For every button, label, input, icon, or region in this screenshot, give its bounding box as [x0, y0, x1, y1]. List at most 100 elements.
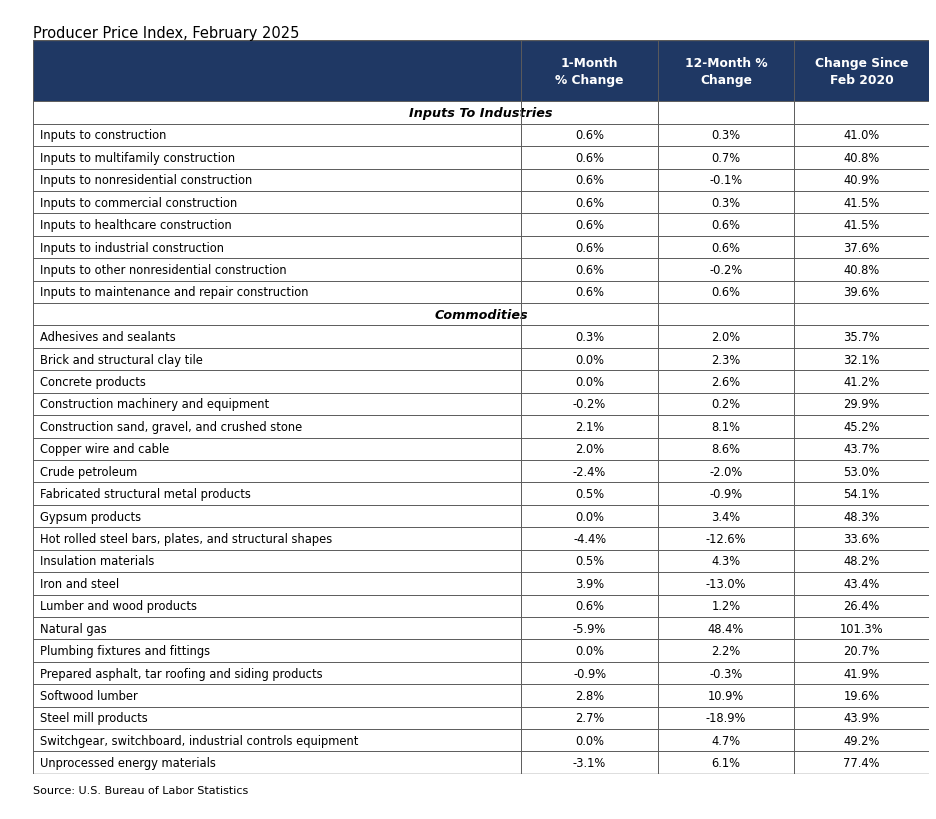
- Text: Switchgear, switchboard, industrial controls equipment: Switchgear, switchboard, industrial cont…: [40, 734, 358, 747]
- Text: 45.2%: 45.2%: [843, 420, 880, 433]
- Text: -0.9%: -0.9%: [573, 667, 607, 680]
- Text: 41.0%: 41.0%: [843, 129, 880, 143]
- Text: 1.2%: 1.2%: [711, 600, 740, 613]
- Text: 6.1%: 6.1%: [711, 756, 740, 769]
- Text: Brick and structural clay tile: Brick and structural clay tile: [40, 353, 203, 366]
- Text: -5.9%: -5.9%: [573, 622, 607, 635]
- Bar: [33, 595, 929, 618]
- Text: Inputs To Industries: Inputs To Industries: [409, 106, 553, 120]
- Text: Source: U.S. Bureau of Labor Statistics: Source: U.S. Bureau of Labor Statistics: [33, 785, 248, 794]
- Text: 54.1%: 54.1%: [843, 487, 880, 500]
- Text: 0.6%: 0.6%: [575, 242, 604, 254]
- Text: 101.3%: 101.3%: [840, 622, 884, 635]
- Text: 37.6%: 37.6%: [843, 242, 880, 254]
- Text: -3.1%: -3.1%: [573, 756, 607, 769]
- Bar: [33, 618, 929, 640]
- Text: Insulation materials: Insulation materials: [40, 554, 154, 568]
- Text: 29.9%: 29.9%: [843, 398, 880, 411]
- Text: -2.4%: -2.4%: [573, 465, 607, 478]
- Bar: [33, 752, 929, 774]
- Text: Inputs to construction: Inputs to construction: [40, 129, 167, 143]
- Text: Unprocessed energy materials: Unprocessed energy materials: [40, 756, 216, 769]
- Bar: [33, 460, 929, 483]
- Text: 0.3%: 0.3%: [711, 129, 740, 143]
- Text: Construction sand, gravel, and crushed stone: Construction sand, gravel, and crushed s…: [40, 420, 302, 433]
- Text: 32.1%: 32.1%: [843, 353, 880, 366]
- Text: Inputs to healthcare construction: Inputs to healthcare construction: [40, 219, 232, 232]
- Bar: [33, 438, 929, 460]
- Bar: [33, 527, 929, 550]
- Bar: [33, 416, 929, 438]
- Text: 43.7%: 43.7%: [843, 443, 880, 455]
- Text: 48.4%: 48.4%: [708, 622, 744, 635]
- Bar: [33, 483, 929, 505]
- Text: -0.2%: -0.2%: [573, 398, 607, 411]
- Text: 2.0%: 2.0%: [575, 443, 604, 455]
- Text: 0.6%: 0.6%: [575, 129, 604, 143]
- Bar: [33, 393, 929, 416]
- Text: Inputs to industrial construction: Inputs to industrial construction: [40, 242, 224, 254]
- Bar: [33, 348, 929, 371]
- Text: -0.1%: -0.1%: [709, 174, 742, 187]
- Text: 33.6%: 33.6%: [843, 532, 880, 545]
- Text: Inputs to nonresidential construction: Inputs to nonresidential construction: [40, 174, 252, 187]
- Text: 77.4%: 77.4%: [843, 756, 880, 769]
- Text: -18.9%: -18.9%: [706, 712, 746, 725]
- Text: 0.0%: 0.0%: [575, 645, 604, 658]
- Text: 0.6%: 0.6%: [575, 600, 604, 613]
- Text: 19.6%: 19.6%: [843, 689, 880, 702]
- Bar: [33, 41, 929, 102]
- Text: Commodities: Commodities: [434, 309, 528, 321]
- Text: 26.4%: 26.4%: [843, 600, 880, 613]
- Text: Prepared asphalt, tar roofing and siding products: Prepared asphalt, tar roofing and siding…: [40, 667, 323, 680]
- Text: 0.6%: 0.6%: [575, 219, 604, 232]
- Text: Change Since
Feb 2020: Change Since Feb 2020: [815, 57, 909, 87]
- Text: Softwood lumber: Softwood lumber: [40, 689, 138, 702]
- Text: -2.0%: -2.0%: [709, 465, 742, 478]
- Text: 2.7%: 2.7%: [575, 712, 605, 725]
- Bar: [33, 170, 929, 192]
- Bar: [33, 192, 929, 214]
- Text: 0.5%: 0.5%: [575, 487, 604, 500]
- Text: 41.9%: 41.9%: [843, 667, 880, 680]
- Text: 0.0%: 0.0%: [575, 376, 604, 388]
- Text: 41.5%: 41.5%: [843, 197, 880, 210]
- Text: 0.6%: 0.6%: [711, 286, 740, 299]
- Bar: [33, 124, 929, 147]
- Bar: [33, 326, 929, 348]
- Text: 0.6%: 0.6%: [575, 152, 604, 165]
- Text: Steel mill products: Steel mill products: [40, 712, 148, 725]
- Bar: [33, 304, 929, 326]
- Bar: [33, 281, 929, 304]
- Text: Inputs to other nonresidential construction: Inputs to other nonresidential construct…: [40, 264, 286, 277]
- Bar: [33, 505, 929, 527]
- Text: 8.1%: 8.1%: [711, 420, 740, 433]
- Text: 3.4%: 3.4%: [711, 510, 740, 523]
- Text: Inputs to commercial construction: Inputs to commercial construction: [40, 197, 237, 210]
- Text: 10.9%: 10.9%: [708, 689, 744, 702]
- Text: 0.6%: 0.6%: [711, 242, 740, 254]
- Text: 48.2%: 48.2%: [843, 554, 880, 568]
- Text: Fabricated structural metal products: Fabricated structural metal products: [40, 487, 251, 500]
- Bar: [33, 214, 929, 237]
- Text: 41.2%: 41.2%: [843, 376, 880, 388]
- Text: Plumbing fixtures and fittings: Plumbing fixtures and fittings: [40, 645, 210, 658]
- Text: 41.5%: 41.5%: [843, 219, 880, 232]
- Text: 35.7%: 35.7%: [843, 331, 880, 344]
- Text: Crude petroleum: Crude petroleum: [40, 465, 138, 478]
- Text: Hot rolled steel bars, plates, and structural shapes: Hot rolled steel bars, plates, and struc…: [40, 532, 332, 545]
- Text: 0.6%: 0.6%: [575, 264, 604, 277]
- Text: 2.1%: 2.1%: [575, 420, 604, 433]
- Text: 12-Month %
Change: 12-Month % Change: [684, 57, 768, 87]
- Text: 0.2%: 0.2%: [711, 398, 740, 411]
- Text: 0.6%: 0.6%: [575, 197, 604, 210]
- Text: 0.0%: 0.0%: [575, 734, 604, 747]
- Text: 4.3%: 4.3%: [711, 554, 740, 568]
- Text: 43.4%: 43.4%: [843, 577, 880, 590]
- Text: 43.9%: 43.9%: [843, 712, 880, 725]
- Text: 48.3%: 48.3%: [843, 510, 880, 523]
- Text: Lumber and wood products: Lumber and wood products: [40, 600, 197, 613]
- Text: 2.0%: 2.0%: [711, 331, 740, 344]
- Text: 40.9%: 40.9%: [843, 174, 880, 187]
- Text: Inputs to multifamily construction: Inputs to multifamily construction: [40, 152, 235, 165]
